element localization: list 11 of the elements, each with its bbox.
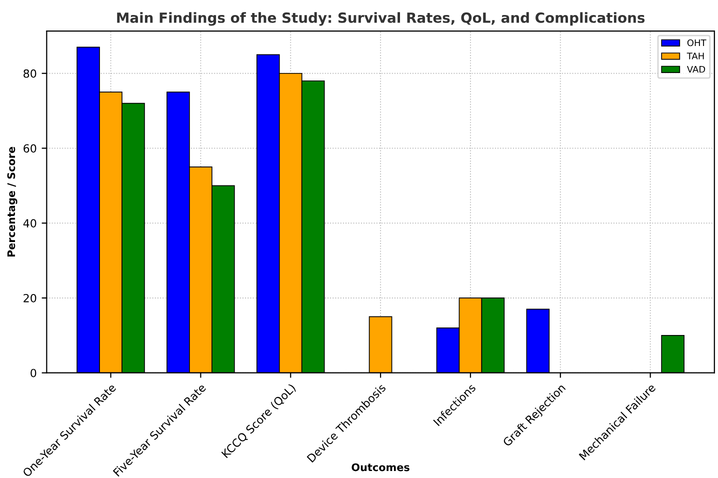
y-tick-label: 40 xyxy=(23,219,36,228)
y-axis-title: Percentage / Score xyxy=(7,146,18,257)
y-tick-label: 0 xyxy=(30,368,36,378)
x-axis-title: Outcomes xyxy=(352,463,410,472)
legend-label: VAD xyxy=(686,66,706,73)
y-tick-label: 80 xyxy=(24,69,36,78)
y-tick-label: 20 xyxy=(24,294,36,302)
chart-title: Main Findings of the Study: Survival Rates, QoL, and Complications xyxy=(117,12,645,26)
y-tick-label: 60 xyxy=(24,144,36,153)
legend-label: OHT xyxy=(687,39,706,46)
legend-label: TAH xyxy=(686,52,704,60)
